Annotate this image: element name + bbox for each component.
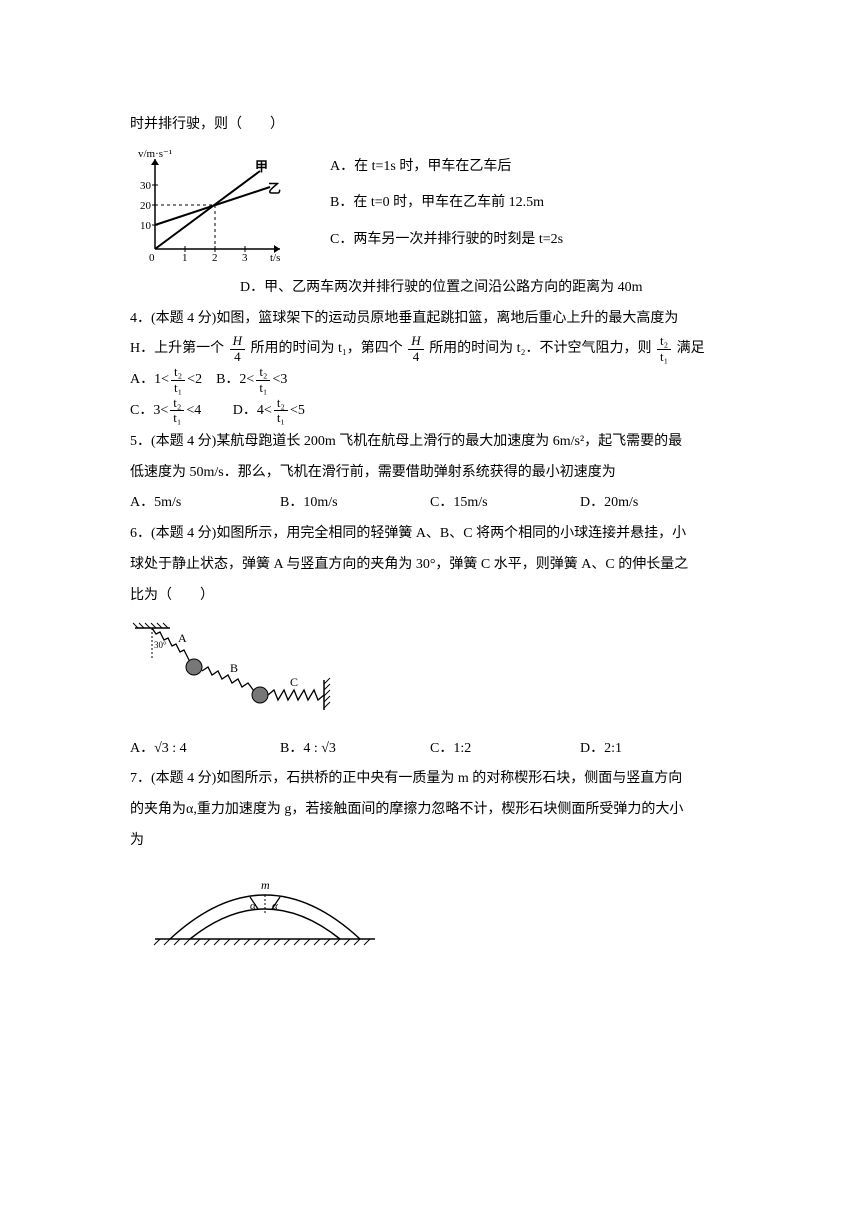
q7-line1: 7．(本题 4 分)如图所示，石拱桥的正中央有一质量为 m 的对称楔形石块，侧面… bbox=[130, 764, 730, 795]
x-axis-label: t/s bbox=[270, 252, 280, 264]
q6-option-d: D．2:1 bbox=[580, 734, 730, 765]
y-tick-20: 20 bbox=[140, 200, 152, 212]
q4-line1: 4．(本题 4 分)如图，篮球架下的运动员原地垂直起跳扣篮，离地后重心上升的最大… bbox=[130, 304, 730, 335]
y-tick-10: 10 bbox=[140, 220, 152, 232]
q3-vt-graph: v/m·s⁻¹ 10 20 30 0 1 2 3 t/s bbox=[130, 149, 300, 269]
q6-option-c: C．1:2 bbox=[430, 734, 580, 765]
q6-option-a: A．√3 : 4 bbox=[130, 734, 280, 765]
q4-options-row2: C．3<t₂t₁<4 D．4<t₂t₁<5 bbox=[130, 396, 730, 427]
q4-seg-a: H．上升第一个 bbox=[130, 341, 224, 356]
q7-line3: 为 bbox=[130, 826, 730, 857]
q5-line1: 5．(本题 4 分)某航母跑道长 200m 飞机在航母上滑行的最大加速度为 6m… bbox=[130, 427, 730, 458]
q4-option-b: B．2<t₂t₁<3 bbox=[216, 372, 287, 387]
frac-H4-1: H4 bbox=[230, 334, 245, 364]
q4-seg-c: 所用的时间为 t₂．不计空气阻力，则 bbox=[429, 341, 651, 356]
q3-option-b: B．在 t=0 时，甲车在乙车前 12.5m bbox=[330, 185, 730, 221]
frac-H4-2: H4 bbox=[408, 334, 423, 364]
exam-page: 时并排行驶，则（ ） v/m·s⁻¹ 10 20 30 0 1 2 3 t/s bbox=[0, 0, 860, 1216]
q4-line2: H．上升第一个 H4 所用的时间为 t₁，第四个 H4 所用的时间为 t₂．不计… bbox=[130, 334, 730, 365]
vt-graph-svg: v/m·s⁻¹ 10 20 30 0 1 2 3 t/s bbox=[130, 149, 300, 269]
svg-text:0: 0 bbox=[149, 252, 155, 264]
alpha-left: α bbox=[250, 900, 256, 912]
q3-option-d: D．甲、乙两车两次并排行驶的位置之间沿公路方向的距离为 40m bbox=[130, 273, 730, 304]
q5-options: A．5m/s B．10m/s C．15m/s D．20m/s bbox=[130, 488, 730, 519]
q4-option-d: D．4<t₂t₁<5 bbox=[233, 403, 305, 418]
q3-row: v/m·s⁻¹ 10 20 30 0 1 2 3 t/s bbox=[130, 149, 730, 269]
q6-line2: 球处于静止状态，弹簧 A 与竖直方向的夹角为 30°，弹簧 C 水平，则弹簧 A… bbox=[130, 550, 730, 581]
spring-label-c: C bbox=[290, 675, 298, 689]
q6-line1: 6．(本题 4 分)如图所示，用完全相同的轻弹簧 A、B、C 将两个相同的小球连… bbox=[130, 519, 730, 550]
spring-label-b: B bbox=[230, 661, 238, 675]
q4-seg-d: 满足 bbox=[677, 341, 705, 356]
q7-line2: 的夹角为α,重力加速度为 g，若接触面间的摩擦力忽略不计，楔形石块侧面所受弹力的… bbox=[130, 795, 730, 826]
x-tick-3: 3 bbox=[242, 252, 248, 264]
frac-t2t1-stem: t₂t₁ bbox=[657, 334, 671, 364]
line-label-yi: 乙 bbox=[268, 181, 281, 196]
q5-option-d: D．20m/s bbox=[580, 488, 730, 519]
angle-label: 30° bbox=[154, 640, 167, 650]
q7-arch-figure: m α α bbox=[150, 861, 730, 951]
q6-options: A．√3 : 4 B．4 : √3 C．1:2 D．2:1 bbox=[130, 734, 730, 765]
arch-svg: m α α bbox=[150, 861, 380, 951]
q4-seg-b: 所用的时间为 t₁，第四个 bbox=[251, 341, 403, 356]
q6-spring-figure: 30° A B C bbox=[130, 618, 730, 728]
q3-stem-trailing: 时并排行驶，则（ ） bbox=[130, 110, 730, 141]
q6-line3: 比为（ ） bbox=[130, 581, 730, 612]
q3-option-c: C．两车另一次并排行驶的时刻是 t=2s bbox=[330, 222, 730, 258]
y-tick-30: 30 bbox=[140, 180, 152, 192]
spring-label-a: A bbox=[178, 631, 187, 645]
q5-line2: 低速度为 50m/s．那么，飞机在滑行前，需要借助弹射系统获得的最小初速度为 bbox=[130, 458, 730, 489]
q4-option-c: C．3<t₂t₁<4 bbox=[130, 403, 205, 418]
spring-svg: 30° A B C bbox=[130, 618, 360, 728]
q5-option-c: C．15m/s bbox=[430, 488, 580, 519]
q6-option-b: B．4 : √3 bbox=[280, 734, 430, 765]
m-label: m bbox=[261, 878, 270, 892]
q4-option-a: A．1<t₂t₁<2 bbox=[130, 372, 206, 387]
q3-options-right: A．在 t=1s 时，甲车在乙车后 B．在 t=0 时，甲车在乙车前 12.5m… bbox=[300, 149, 730, 258]
q3-option-a: A．在 t=1s 时，甲车在乙车后 bbox=[330, 149, 730, 185]
y-axis-label: v/m·s⁻¹ bbox=[138, 149, 172, 160]
alpha-right: α bbox=[272, 900, 278, 912]
line-label-jia: 甲 bbox=[255, 159, 268, 174]
q5-option-a: A．5m/s bbox=[130, 488, 280, 519]
q4-options-row1: A．1<t₂t₁<2 B．2<t₂t₁<3 bbox=[130, 365, 730, 396]
x-tick-1: 1 bbox=[182, 252, 188, 264]
x-tick-2: 2 bbox=[212, 252, 218, 264]
q5-option-b: B．10m/s bbox=[280, 488, 430, 519]
